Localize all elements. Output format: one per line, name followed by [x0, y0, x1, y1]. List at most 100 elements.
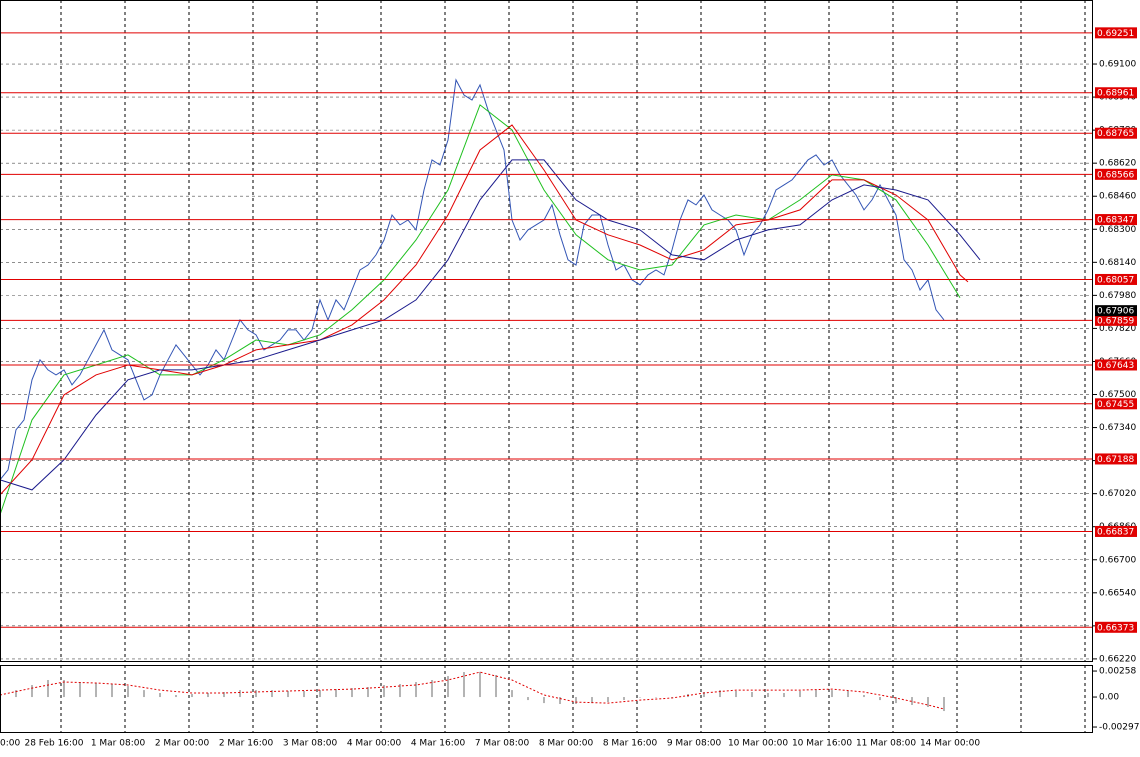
level-label-box [1095, 273, 1137, 285]
price-label: 0.67906 [1097, 307, 1134, 317]
level-label: 0.68057 [1097, 275, 1134, 285]
x-tick-label: 3 Mar 08:00 [283, 739, 338, 749]
histogram-bar [751, 691, 753, 698]
level-label-box [1095, 621, 1137, 633]
histogram-bar [831, 690, 833, 698]
y-tick-label: 0.00258 [1099, 667, 1136, 677]
histogram-bar [879, 697, 881, 701]
histogram-bar [271, 690, 273, 698]
level-label: 0.69251 [1097, 29, 1134, 39]
level-label-box [1095, 214, 1137, 226]
histogram-bar [575, 697, 577, 704]
histogram-bar [783, 693, 785, 698]
level-label: 0.68961 [1097, 89, 1134, 99]
histogram-bar [639, 697, 641, 698]
level-label: 0.67643 [1097, 361, 1134, 371]
y-tick-label: 0.68140 [1099, 258, 1136, 268]
histogram-bar [767, 693, 769, 698]
y-tick-label: -0.002977 [1099, 723, 1140, 733]
histogram-bar [719, 690, 721, 698]
histogram-bar [559, 697, 561, 704]
level-label: 0.67455 [1097, 400, 1134, 410]
series-line [0, 124, 969, 496]
y-tick-label: 0.67820 [1099, 324, 1136, 334]
y-tick-label: 0.66220 [1099, 654, 1136, 664]
histogram-bar [15, 690, 17, 698]
histogram-bar [79, 682, 81, 698]
x-tick-label: 8 Mar 16:00 [603, 739, 658, 749]
x-tick-label: 4 Mar 16:00 [411, 739, 466, 749]
x-tick-label: 0:00 [0, 739, 20, 749]
level-label: 0.68765 [1097, 129, 1134, 139]
level-label-box [1095, 87, 1137, 99]
histogram-bar [863, 695, 865, 698]
histogram-bar [31, 685, 33, 698]
level-label-box [1095, 398, 1137, 410]
panel-frame [0, 0, 1093, 662]
series-line [0, 671, 945, 710]
y-tick-label: 0.69100 [1099, 60, 1136, 70]
histogram-bar [815, 690, 817, 698]
histogram-bar [927, 697, 929, 708]
histogram-bar [367, 687, 369, 698]
histogram-bar [735, 690, 737, 698]
histogram-bar [351, 688, 353, 698]
level-label: 0.66373 [1097, 623, 1134, 633]
histogram-bar [847, 690, 849, 698]
x-tick-label: 7 Mar 08:00 [475, 739, 530, 749]
histogram-bar [335, 689, 337, 698]
histogram-bar [447, 676, 449, 698]
x-tick-label: 2 Mar 00:00 [155, 739, 210, 749]
level-label-box [1095, 168, 1137, 180]
plot-area [0, 0, 1093, 662]
histogram-bar [95, 683, 97, 698]
y-tick-label: 0.67500 [1099, 390, 1136, 400]
level-label: 0.68566 [1097, 170, 1134, 180]
level-label-box [1095, 27, 1137, 39]
histogram-bar [479, 671, 481, 698]
histogram-bar [47, 680, 49, 698]
histogram-bar [287, 690, 289, 698]
histogram-bar [239, 690, 241, 698]
histogram-bar [223, 691, 225, 698]
y-tick-label: 0.66540 [1099, 588, 1136, 598]
histogram-bar [319, 690, 321, 698]
histogram-bar [511, 690, 513, 698]
x-tick-label: 2 Mar 16:00 [219, 739, 274, 749]
level-label-box [1095, 525, 1137, 537]
histogram-bar [175, 695, 177, 698]
histogram-bar [63, 680, 65, 698]
x-tick-label: 9 Mar 08:00 [667, 739, 722, 749]
y-tick-label: 0.68300 [1099, 225, 1136, 235]
level-label-box [1095, 127, 1137, 139]
histogram-bar [623, 697, 625, 701]
histogram-bar [895, 697, 897, 704]
level-label: 0.67859 [1097, 316, 1134, 326]
plot-area [0, 665, 1086, 733]
histogram-bar [799, 690, 801, 698]
histogram-bar [399, 684, 401, 698]
level-label: 0.66837 [1097, 527, 1134, 537]
histogram-bar [207, 693, 209, 698]
y-tick-label: 0.66700 [1099, 555, 1136, 565]
histogram-bar [303, 690, 305, 698]
level-label-box [1095, 314, 1137, 326]
y-tick-label: 0.67020 [1099, 489, 1136, 499]
histogram-bar [127, 686, 129, 698]
y-tick-label: 0.67340 [1099, 423, 1136, 433]
histogram-bar [111, 684, 113, 698]
histogram-bar [607, 697, 609, 703]
level-label: 0.67188 [1097, 455, 1134, 465]
histogram-bar [463, 672, 465, 698]
histogram-bar [543, 697, 545, 704]
histogram-bar [703, 691, 705, 698]
panel-frame [0, 665, 1093, 733]
series-line [0, 104, 961, 516]
x-tick-label: 14 Mar 00:00 [920, 739, 980, 749]
series-line [0, 159, 981, 491]
x-tick-label: 4 Mar 00:00 [347, 739, 402, 749]
histogram-bar [255, 690, 257, 698]
x-tick-label: 10 Mar 16:00 [792, 739, 852, 749]
histogram-bar [671, 697, 673, 698]
